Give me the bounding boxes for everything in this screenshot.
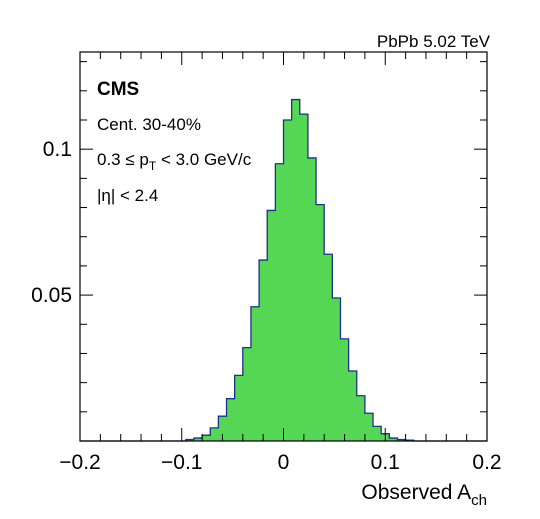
histogram-bin bbox=[202, 435, 211, 441]
tick-labels: −0.2 −0.1 0 0.1 0.2 0.05 0.1 bbox=[31, 138, 501, 474]
histogram-bin bbox=[373, 426, 382, 441]
x-axis-label-sub: ch bbox=[471, 492, 487, 509]
histogram-bin bbox=[348, 370, 358, 441]
histogram-bin bbox=[185, 439, 195, 441]
x-tick-label: −0.1 bbox=[161, 451, 202, 474]
pt-range-sub: T bbox=[149, 159, 157, 173]
histogram-bars bbox=[80, 98, 487, 442]
histogram-bin bbox=[307, 157, 317, 441]
pt-range-label: 0.3 ≤ pT < 3.0 GeV/c bbox=[97, 150, 252, 173]
x-tick-label: −0.2 bbox=[59, 451, 100, 474]
plot-frame bbox=[79, 51, 488, 442]
histogram-bin bbox=[324, 254, 333, 441]
experiment-label: CMS bbox=[97, 79, 139, 100]
x-axis-label-main: Observed A bbox=[361, 481, 471, 504]
y-tick-label: 0.05 bbox=[31, 284, 72, 307]
histogram-bin bbox=[210, 427, 219, 441]
histogram-bin bbox=[291, 99, 301, 441]
x-tick-label: 0 bbox=[278, 451, 290, 474]
y-tick-label: 0.1 bbox=[43, 138, 72, 161]
histogram-bin bbox=[299, 114, 309, 441]
histogram-bin bbox=[340, 338, 349, 441]
histogram-bin bbox=[275, 163, 284, 441]
histogram-bin bbox=[259, 260, 268, 441]
pt-range-post: < 3.0 GeV/c bbox=[156, 150, 251, 169]
histogram-bin bbox=[283, 119, 292, 441]
histogram-bin bbox=[364, 413, 374, 441]
x-tick-label: 0.2 bbox=[472, 451, 501, 474]
histogram-bin bbox=[389, 438, 398, 441]
histogram-bin bbox=[356, 395, 366, 441]
histogram-bin bbox=[267, 210, 276, 441]
histogram-bin bbox=[242, 347, 252, 441]
eta-range-label: |η| < 2.4 bbox=[97, 186, 158, 205]
histogram-bin bbox=[218, 416, 227, 441]
histogram-bin bbox=[193, 438, 203, 441]
histogram-bin bbox=[226, 398, 235, 441]
x-axis-label: Observed Ach bbox=[361, 481, 487, 509]
histogram-bin bbox=[234, 375, 244, 441]
x-tick-label: 0.1 bbox=[371, 451, 400, 474]
histogram-bin bbox=[397, 439, 406, 441]
histogram-bin bbox=[332, 298, 341, 441]
histogram-bin bbox=[316, 204, 325, 441]
collision-energy-label: PbPb 5.02 TeV bbox=[377, 32, 491, 51]
centrality-label: Cent. 30-40% bbox=[97, 115, 201, 134]
pt-range-pre: 0.3 ≤ p bbox=[97, 150, 149, 169]
histogram-bin bbox=[250, 306, 260, 441]
